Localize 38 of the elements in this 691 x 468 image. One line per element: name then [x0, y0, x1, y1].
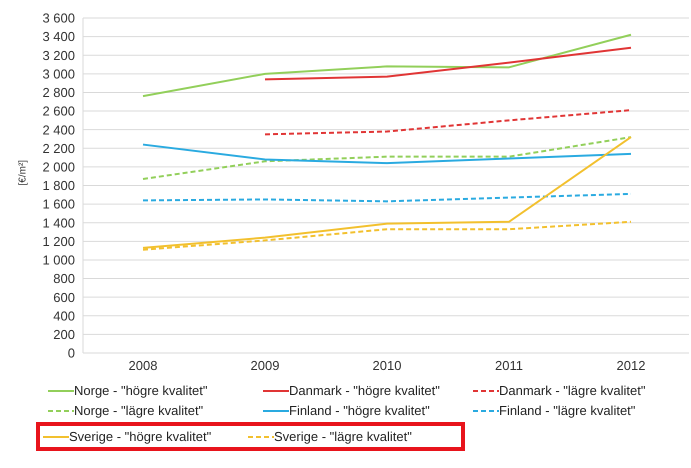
x-tick-label: 2011 [495, 358, 523, 374]
y-tick-label: 1 600 [42, 196, 75, 212]
y-tick-label: 2 600 [42, 104, 75, 119]
legend-label: Norge - "lägre kvalitet" [74, 403, 204, 418]
legend-label: Finland - "högre kvalitet" [289, 403, 430, 418]
line-series [264, 109, 632, 136]
y-axis-title: [€/m²] [18, 160, 29, 186]
y-tick-label: 400 [53, 308, 75, 324]
legend-label: Sverige - "högre kvalitet" [69, 429, 212, 444]
x-tick-label: 2009 [250, 358, 280, 374]
legend-label: Norge - "högre kvalitet" [74, 383, 208, 398]
x-tick-label: 2008 [128, 358, 158, 374]
y-tick-label: 2 000 [42, 160, 75, 175]
y-tick-label: 1 800 [42, 178, 75, 194]
y-tick-label: 1 200 [42, 234, 75, 249]
y-tick-label: 1 400 [42, 215, 75, 230]
legend-label: Danmark - "högre kvalitet" [289, 383, 440, 398]
y-tick-label: 2 200 [42, 140, 75, 156]
y-tick-label: 800 [53, 271, 75, 286]
line-series [264, 46, 632, 80]
y-tick-label: 3 400 [42, 29, 75, 44]
y-tick-label: 1 000 [42, 252, 75, 268]
legend-label: Sverige - "lägre kvalitet" [274, 429, 412, 444]
y-tick-label: 600 [53, 290, 75, 305]
line-series [142, 144, 632, 164]
x-tick-label: 2010 [372, 358, 402, 374]
y-tick-label: 3 600 [42, 10, 75, 26]
x-tick-label: 2012 [616, 358, 646, 374]
line-series [142, 34, 632, 98]
y-tick-label: 0 [68, 346, 75, 361]
y-tick-label: 3 200 [42, 48, 75, 63]
legend-label: Danmark - "lägre kvalitet" [499, 383, 646, 398]
y-tick-label: 2 400 [42, 122, 75, 138]
line-series [142, 136, 632, 180]
y-tick-label: 3 000 [42, 66, 75, 82]
legend-label: Finland - "lägre kvalitet" [499, 403, 636, 418]
y-tick-label: 2 800 [42, 85, 75, 100]
y-tick-label: 200 [53, 327, 75, 342]
